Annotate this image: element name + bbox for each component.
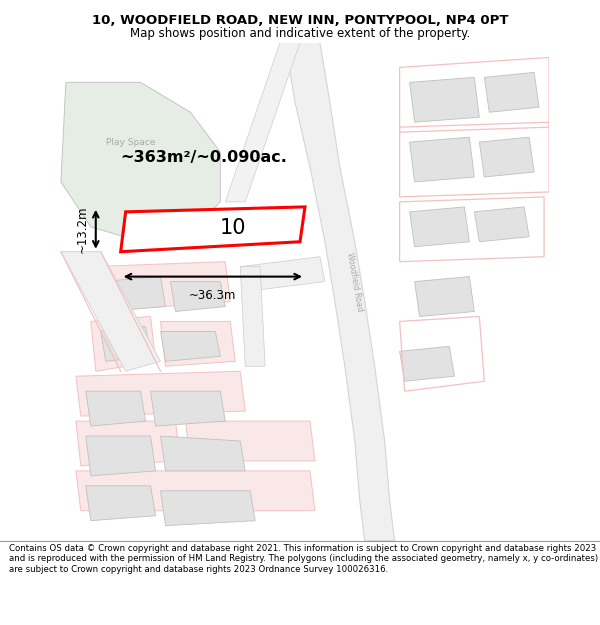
Polygon shape — [76, 371, 245, 416]
Text: Map shows position and indicative extent of the property.: Map shows position and indicative extent… — [130, 27, 470, 40]
Polygon shape — [76, 471, 315, 511]
Polygon shape — [86, 391, 146, 426]
Polygon shape — [161, 436, 245, 471]
Polygon shape — [475, 207, 529, 242]
Text: ~363m²/~0.090ac.: ~363m²/~0.090ac. — [121, 149, 287, 164]
Polygon shape — [76, 421, 181, 466]
Polygon shape — [415, 277, 475, 316]
Text: 10, WOODFIELD ROAD, NEW INN, PONTYPOOL, NP4 0PT: 10, WOODFIELD ROAD, NEW INN, PONTYPOOL, … — [92, 14, 508, 27]
Polygon shape — [479, 137, 534, 177]
Polygon shape — [240, 257, 325, 291]
Polygon shape — [161, 321, 235, 366]
Polygon shape — [151, 391, 225, 426]
Polygon shape — [161, 331, 220, 361]
Text: Woodfield Road: Woodfield Road — [345, 251, 364, 312]
Polygon shape — [410, 78, 479, 122]
Text: Play Space: Play Space — [106, 138, 155, 147]
Text: Contains OS data © Crown copyright and database right 2021. This information is : Contains OS data © Crown copyright and d… — [9, 544, 598, 574]
Polygon shape — [225, 42, 300, 202]
Text: ~36.3m: ~36.3m — [189, 289, 236, 302]
Polygon shape — [91, 262, 230, 311]
Polygon shape — [170, 282, 225, 311]
Polygon shape — [61, 252, 161, 371]
Polygon shape — [185, 421, 315, 461]
Polygon shape — [101, 277, 166, 311]
Text: ~13.2m: ~13.2m — [75, 206, 88, 253]
Polygon shape — [240, 267, 265, 366]
Polygon shape — [101, 326, 151, 361]
Polygon shape — [86, 486, 155, 521]
Polygon shape — [121, 207, 305, 252]
Polygon shape — [410, 137, 475, 182]
Polygon shape — [410, 207, 469, 247]
Polygon shape — [61, 82, 220, 242]
Polygon shape — [285, 42, 395, 541]
Polygon shape — [91, 316, 155, 371]
Polygon shape — [484, 72, 539, 112]
Polygon shape — [161, 491, 255, 526]
Text: 10: 10 — [220, 218, 246, 238]
Polygon shape — [400, 346, 454, 381]
Polygon shape — [86, 436, 155, 476]
